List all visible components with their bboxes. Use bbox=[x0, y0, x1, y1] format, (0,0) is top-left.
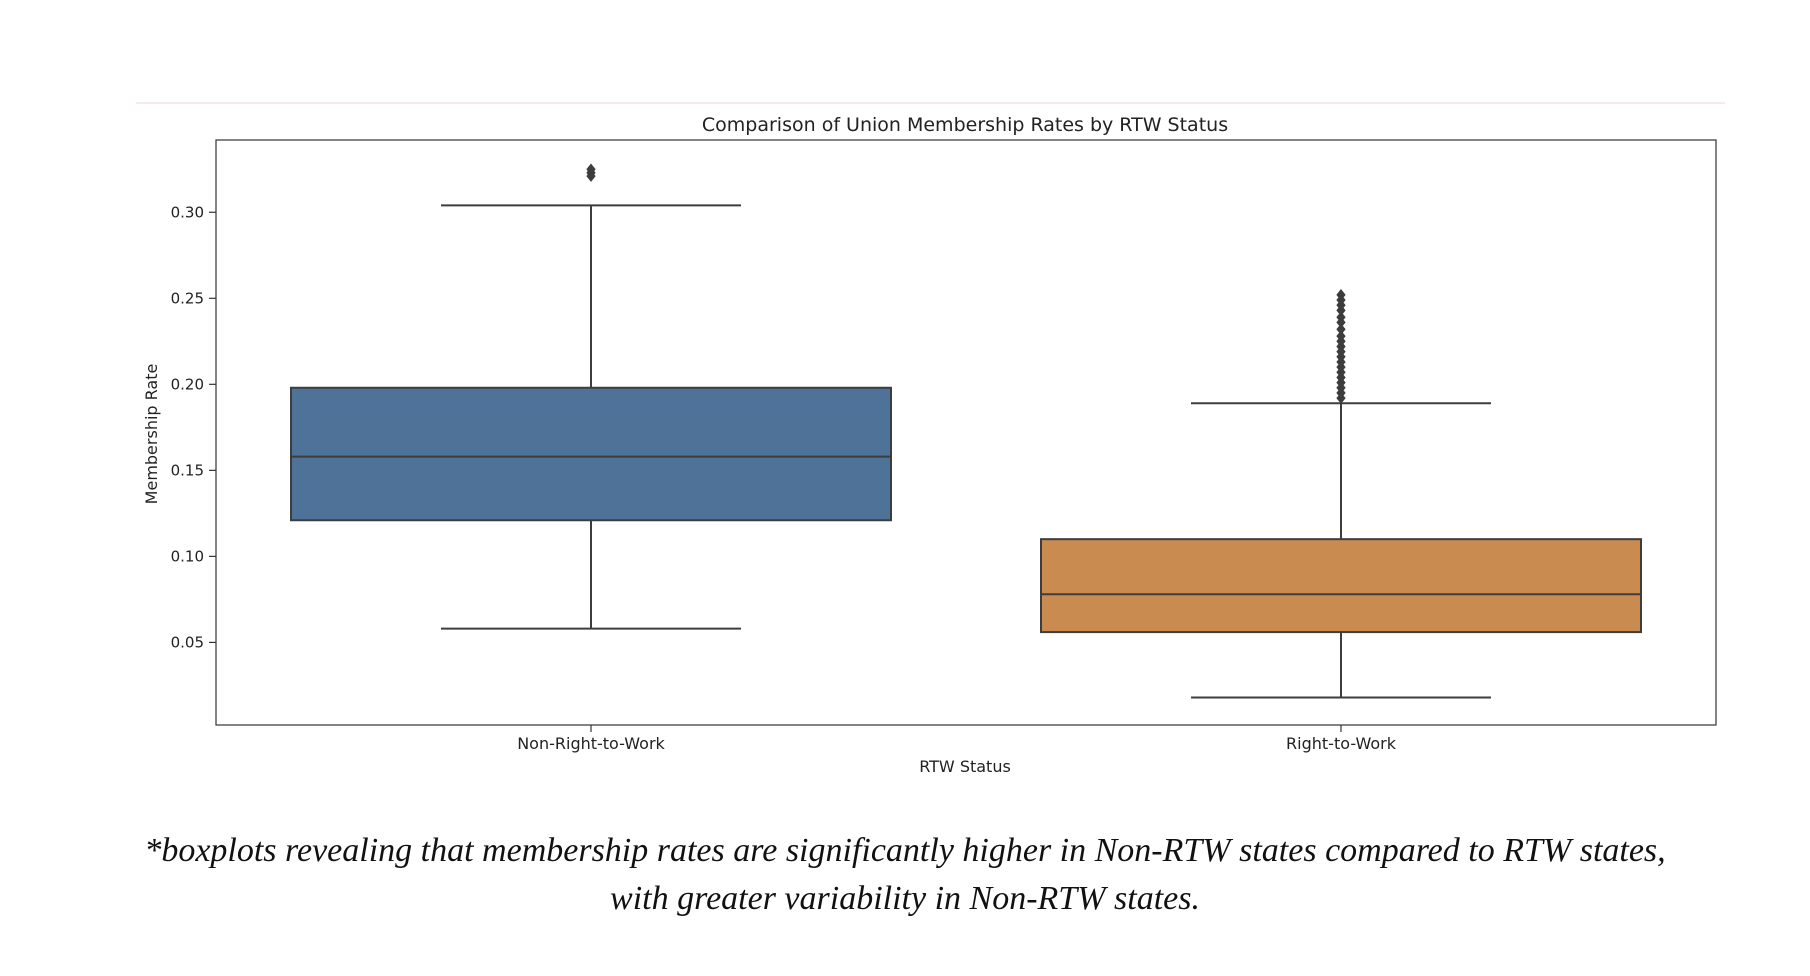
iqr-box bbox=[290, 386, 892, 522]
outlier-point bbox=[586, 163, 596, 176]
box-non-right-to-work bbox=[290, 163, 892, 630]
iqr-box bbox=[1040, 538, 1642, 634]
box-right-to-work bbox=[1040, 289, 1642, 699]
y-tick-label: 0.15 bbox=[171, 461, 204, 479]
x-axis-label: RTW Status bbox=[919, 757, 1011, 776]
y-tick-label: 0.30 bbox=[171, 203, 204, 221]
caption-line-1: *boxplots revealing that membership rate… bbox=[144, 832, 1666, 869]
box-series bbox=[290, 163, 1642, 699]
x-axis: Non-Right-to-Work Right-to-Work bbox=[517, 725, 1397, 753]
y-tick-label: 0.10 bbox=[171, 547, 204, 565]
caption-line-2: with greater variability in Non-RTW stat… bbox=[610, 880, 1200, 917]
outlier-point bbox=[1336, 323, 1346, 336]
outlier-point bbox=[1336, 289, 1346, 301]
outlier-point bbox=[1336, 330, 1346, 342]
y-tick-label: 0.20 bbox=[171, 375, 204, 393]
y-tick-label: 0.25 bbox=[171, 289, 204, 307]
x-tick-label: Non-Right-to-Work bbox=[517, 734, 665, 753]
chart-title: Comparison of Union Membership Rates by … bbox=[702, 114, 1228, 136]
y-axis: 0.05 0.10 0.15 0.20 0.25 0.30 bbox=[171, 203, 216, 651]
outlier-point bbox=[1336, 311, 1346, 324]
x-tick-label: Right-to-Work bbox=[1286, 734, 1397, 753]
y-tick-label: 0.05 bbox=[171, 633, 204, 651]
figure-caption: *boxplots revealing that membership rate… bbox=[0, 827, 1810, 923]
y-axis-label: Membership Rate bbox=[142, 364, 161, 505]
plot-frame bbox=[215, 139, 1717, 726]
